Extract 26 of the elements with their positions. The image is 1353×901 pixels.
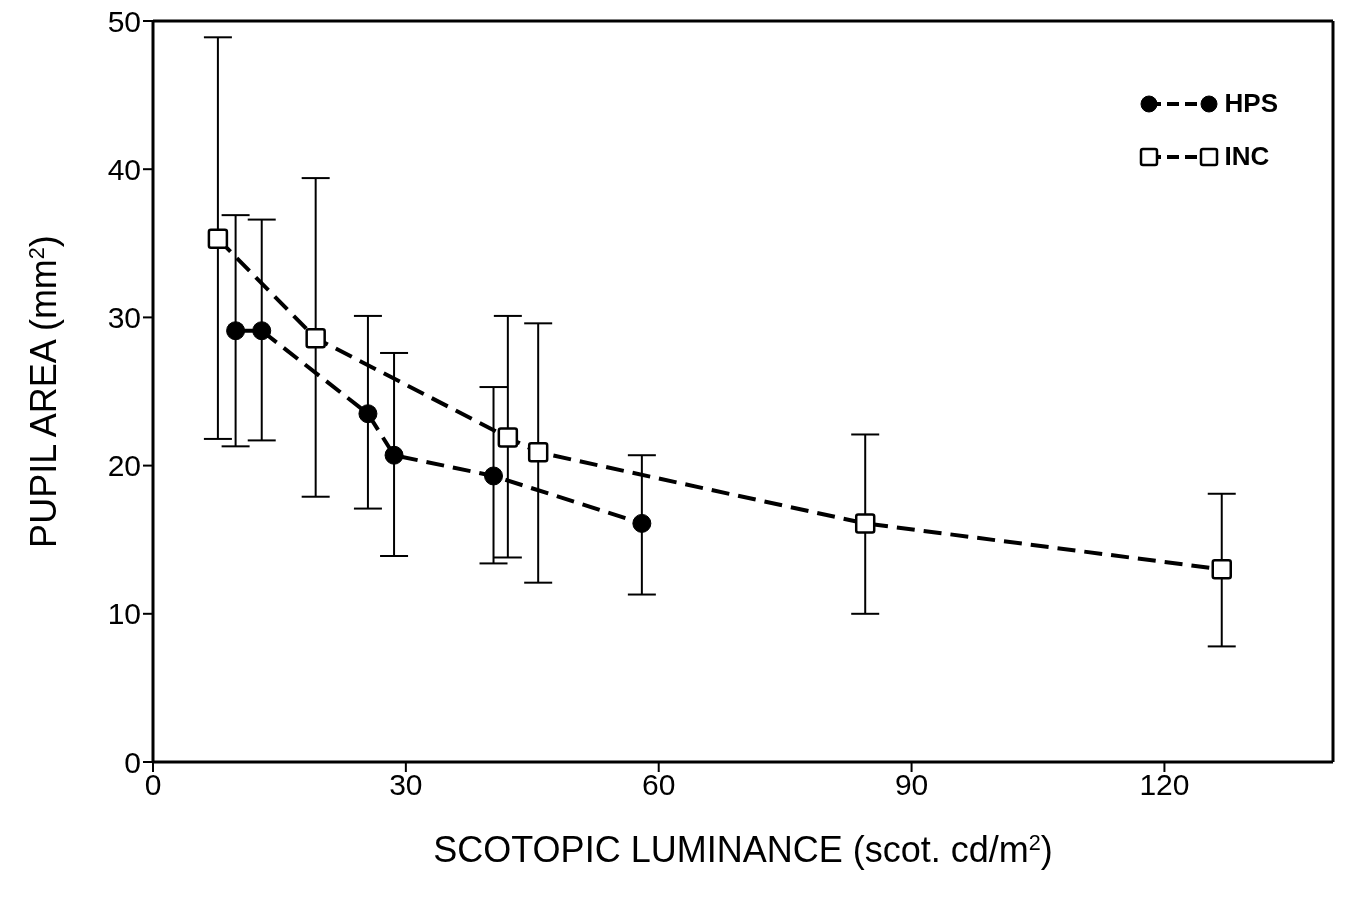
point — [1211, 559, 1232, 580]
point — [207, 228, 229, 250]
x-tick-label: 90 — [894, 768, 929, 802]
legend-label: INC — [1224, 141, 1270, 172]
y-tick-label: 20 — [107, 449, 141, 483]
point — [527, 442, 549, 463]
point — [484, 466, 504, 486]
y-tick-label: 0 — [124, 745, 141, 779]
y-tick-label: 40 — [107, 152, 141, 186]
legend-label: HPS — [1224, 88, 1278, 119]
point — [252, 321, 272, 341]
point — [305, 327, 326, 349]
point — [497, 427, 519, 448]
point — [632, 513, 652, 533]
x-tick-label: 30 — [389, 768, 423, 802]
y-tick-label: 10 — [107, 597, 141, 631]
y-tick-label: 50 — [107, 4, 141, 38]
y-tick-label: 30 — [107, 301, 141, 335]
point — [226, 321, 246, 341]
point — [384, 445, 404, 465]
point — [854, 513, 876, 534]
point — [358, 404, 378, 424]
x-tick-label: 120 — [1139, 768, 1190, 802]
x-tick-label: 0 — [144, 768, 162, 802]
x-tick-label: 60 — [642, 768, 676, 802]
x-axis-title: SCOTOPIC LUMINANCE (scot. cd/m$^{2}$) — [433, 829, 1053, 870]
